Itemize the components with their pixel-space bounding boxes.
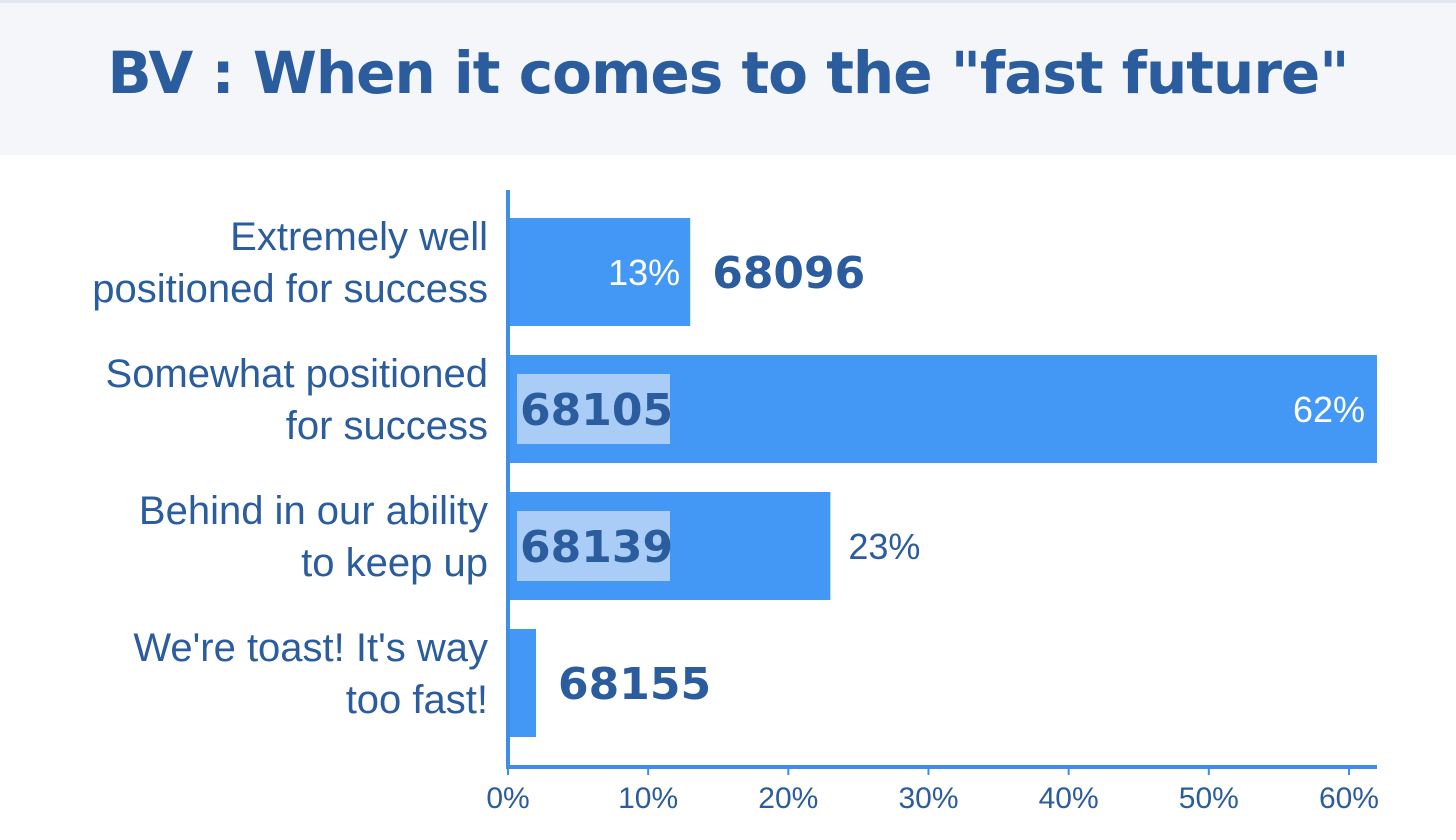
x-tick-label-20: 20% [758, 782, 818, 815]
value-label-1: 13% [608, 252, 680, 293]
title-bar: BV : When it comes to the "fast future" [0, 0, 1456, 155]
category-label-4: We're toast! It's way too fast! [133, 626, 488, 722]
category-label-1: Extremely well positioned for success [92, 215, 488, 311]
value-label-2: 62% [1293, 389, 1365, 430]
x-tick-label-60: 60% [1319, 782, 1379, 815]
count-label-4: 68155 [558, 659, 711, 710]
x-tick-label-10: 10% [618, 782, 678, 815]
count-label-3: 68139 [520, 522, 673, 573]
category-label-2: Somewhat positioned for success [106, 352, 488, 448]
axis-layer: 0% 10% 20% 30% 40% 50% 60% [486, 190, 1379, 815]
chart-title: BV : When it comes to the "fast future" [107, 39, 1350, 107]
bar-4 [508, 629, 537, 737]
x-tick-label-0: 0% [486, 782, 529, 815]
x-tick-label-50: 50% [1179, 782, 1239, 815]
count-box-2 [517, 374, 670, 444]
value-label-3: 23% [848, 526, 920, 567]
x-tick-label-30: 30% [898, 782, 958, 815]
count-label-2: 68105 [520, 385, 673, 436]
count-box-3 [517, 511, 670, 581]
x-tick-label-40: 40% [1039, 782, 1099, 815]
labels-layer: Extremely well positioned for success 13% 6… [92, 215, 1365, 722]
category-label-3: Behind in our ability to keep up [139, 489, 488, 585]
bar-1 [508, 218, 691, 326]
count-label-1: 68096 [712, 248, 865, 299]
